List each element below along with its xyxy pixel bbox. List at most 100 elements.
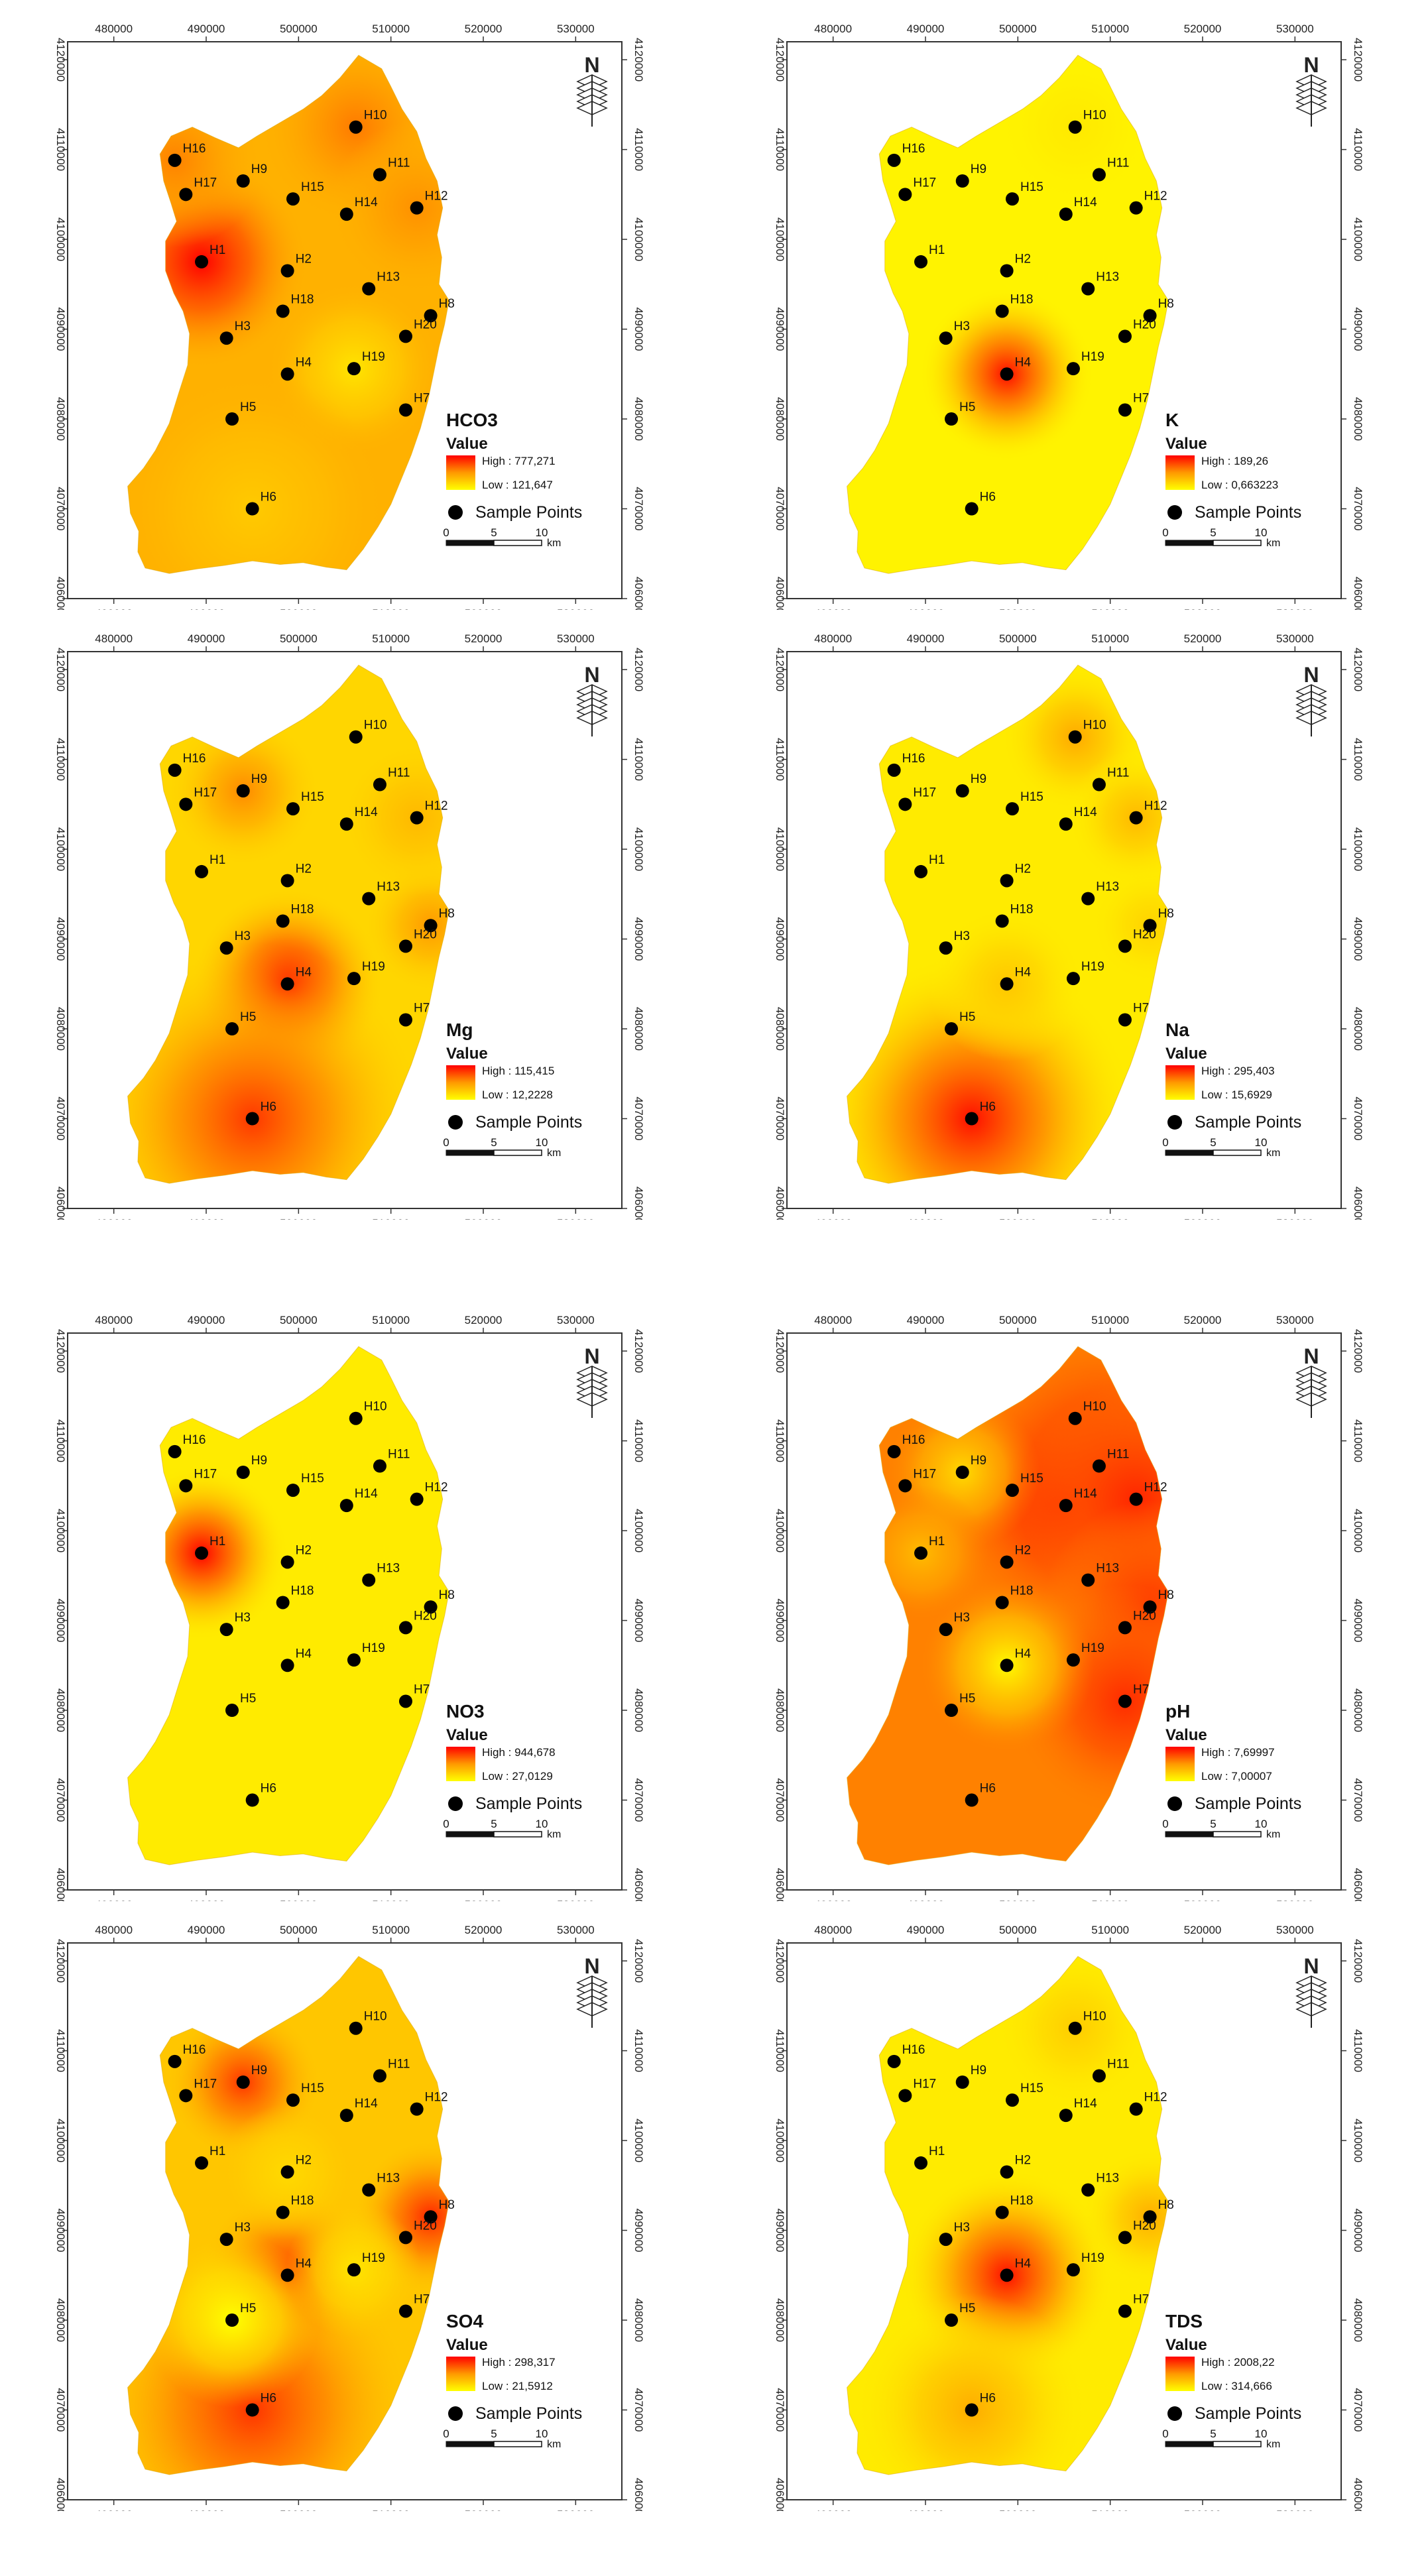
x-tick-label-top: 500000 (280, 1314, 318, 1326)
sample-point-label: H8 (1158, 297, 1174, 311)
scale-label: 0 (1162, 1818, 1168, 1830)
sample-point-h3: H3 (219, 320, 251, 345)
sample-point-label: H3 (954, 929, 970, 943)
sample-point-h13: H13 (1081, 1562, 1119, 1587)
x-tick-label-bottom: 520000 (465, 2508, 503, 2511)
sample-point-label: H1 (929, 243, 945, 257)
y-tick-label-left: 4080000 (54, 1688, 67, 1732)
color-ramp (446, 1065, 475, 1100)
y-tick-label-left: 4110000 (54, 1419, 67, 1462)
sample-point-label: H10 (1083, 1400, 1106, 1414)
sample-point-h8: H8 (424, 2198, 455, 2224)
legend-value-label: Value (1165, 435, 1207, 453)
y-tick-label-left: 4070000 (774, 2388, 786, 2431)
x-tick-label-bottom: 500000 (999, 1899, 1037, 1901)
y-tick-label-left: 4070000 (54, 2388, 67, 2431)
y-tick-label-right: 4090000 (1352, 917, 1364, 961)
x-tick-label-bottom: 480000 (814, 607, 852, 610)
sample-point-label: H18 (291, 1584, 314, 1598)
y-tick-label-right: 4060000 (632, 1868, 645, 1901)
scale-label: 5 (491, 1136, 497, 1149)
y-tick-label-left: 4090000 (774, 1598, 786, 1642)
sample-point-label: H4 (1015, 2256, 1032, 2270)
sample-point-label: H15 (1020, 2081, 1043, 2095)
color-ramp (446, 455, 475, 490)
x-tick-label-bottom: 500000 (280, 2508, 318, 2511)
sample-point-h14: H14 (339, 196, 378, 221)
sample-point-label: H9 (971, 162, 986, 176)
scale-label: 10 (1255, 1136, 1268, 1149)
sample-point-label: H18 (1010, 1584, 1034, 1598)
x-tick-label-bottom: 520000 (1184, 607, 1222, 610)
sample-point-symbol (1167, 1796, 1182, 1811)
sample-point-h5: H5 (945, 1692, 975, 1718)
x-tick-label-bottom: 520000 (465, 607, 503, 610)
x-tick-label-top: 520000 (465, 1924, 503, 1936)
scale-label: 5 (1210, 2428, 1216, 2440)
x-tick-label-top: 510000 (372, 632, 410, 645)
x-tick-label-bottom: 530000 (1276, 2508, 1314, 2511)
y-tick-label-left: 4080000 (774, 1007, 786, 1051)
sample-point-label: H9 (971, 2064, 986, 2078)
y-tick-label-left: 4090000 (54, 917, 67, 961)
legend-high-value: High : 189,26 (1201, 455, 1268, 467)
y-tick-label-left: 4110000 (54, 128, 67, 171)
x-tick-label-top: 490000 (907, 1924, 945, 1936)
sample-point-label: H20 (414, 1609, 437, 1623)
sample-point-h7: H7 (1118, 1682, 1149, 1708)
sample-point-h8: H8 (1143, 297, 1174, 323)
sample-point-h15: H15 (1005, 790, 1043, 816)
x-tick-label-bottom: 480000 (814, 2508, 852, 2511)
y-tick-label-left: 4110000 (774, 2029, 786, 2072)
legend-value-label: Value (446, 435, 488, 453)
y-tick-label-right: 4100000 (632, 2119, 645, 2162)
scale-unit: km (547, 1829, 561, 1840)
sample-point-h12: H12 (410, 799, 448, 825)
x-tick-label-top: 510000 (372, 1924, 410, 1936)
sample-point-label: H6 (261, 1782, 276, 1796)
sample-point-label: H6 (261, 2392, 276, 2406)
sample-point-label: H8 (439, 907, 455, 921)
sample-point-label: H17 (913, 2077, 936, 2091)
sample-point-h15: H15 (1005, 180, 1043, 206)
y-tick-label-right: 4100000 (1352, 217, 1364, 261)
legend-low-value: Low : 27,0129 (482, 1770, 553, 1783)
map-panel-tds: 4800004800004900004900005000005000005100… (739, 1918, 1402, 2522)
sample-point-label: H2 (1015, 252, 1031, 266)
x-tick-label-top: 520000 (465, 23, 503, 35)
sample-point-h16: H16 (168, 2043, 206, 2068)
y-tick-label-right: 4060000 (632, 577, 645, 610)
sample-point-h14: H14 (339, 2097, 378, 2123)
sample-point-h8: H8 (1143, 907, 1174, 933)
sample-point-label: H17 (913, 786, 936, 799)
sample-point-label: H12 (1144, 1481, 1167, 1495)
sample-point-h18: H18 (276, 292, 314, 318)
sample-point-h17: H17 (179, 1467, 217, 1493)
y-tick-label-right: 4110000 (1352, 128, 1364, 171)
sample-point-h19: H19 (347, 960, 385, 986)
sample-point-label: H16 (902, 752, 925, 766)
north-arrow-icon: N (576, 1344, 608, 1418)
sample-point-label: H2 (296, 252, 312, 266)
x-tick-label-top: 480000 (814, 1314, 852, 1326)
sample-point-label: H5 (240, 1692, 256, 1706)
sample-point-h15: H15 (286, 180, 324, 206)
sample-point-h12: H12 (1129, 799, 1167, 825)
sample-point-label: H2 (296, 2153, 312, 2167)
sample-point-h12: H12 (1129, 2091, 1167, 2116)
y-tick-label-right: 4070000 (1352, 1778, 1364, 1822)
x-tick-label-top: 480000 (95, 23, 133, 35)
sample-point-h13: H13 (1081, 2172, 1119, 2197)
x-tick-label-bottom: 510000 (372, 2508, 410, 2511)
x-tick-label-bottom: 520000 (465, 1899, 503, 1901)
sample-point-h1: H1 (195, 243, 225, 268)
y-tick-label-right: 4070000 (1352, 1096, 1364, 1140)
sample-point-label: H20 (1133, 1609, 1156, 1623)
y-tick-label-left: 4110000 (54, 2029, 67, 2072)
sample-point-h3: H3 (939, 929, 970, 955)
sample-point-h14: H14 (339, 1487, 378, 1513)
sample-point-label: H4 (296, 355, 312, 369)
sample-point-label: H10 (364, 109, 387, 123)
sample-point-label: H17 (194, 786, 217, 799)
svg-text:N: N (584, 1344, 599, 1368)
